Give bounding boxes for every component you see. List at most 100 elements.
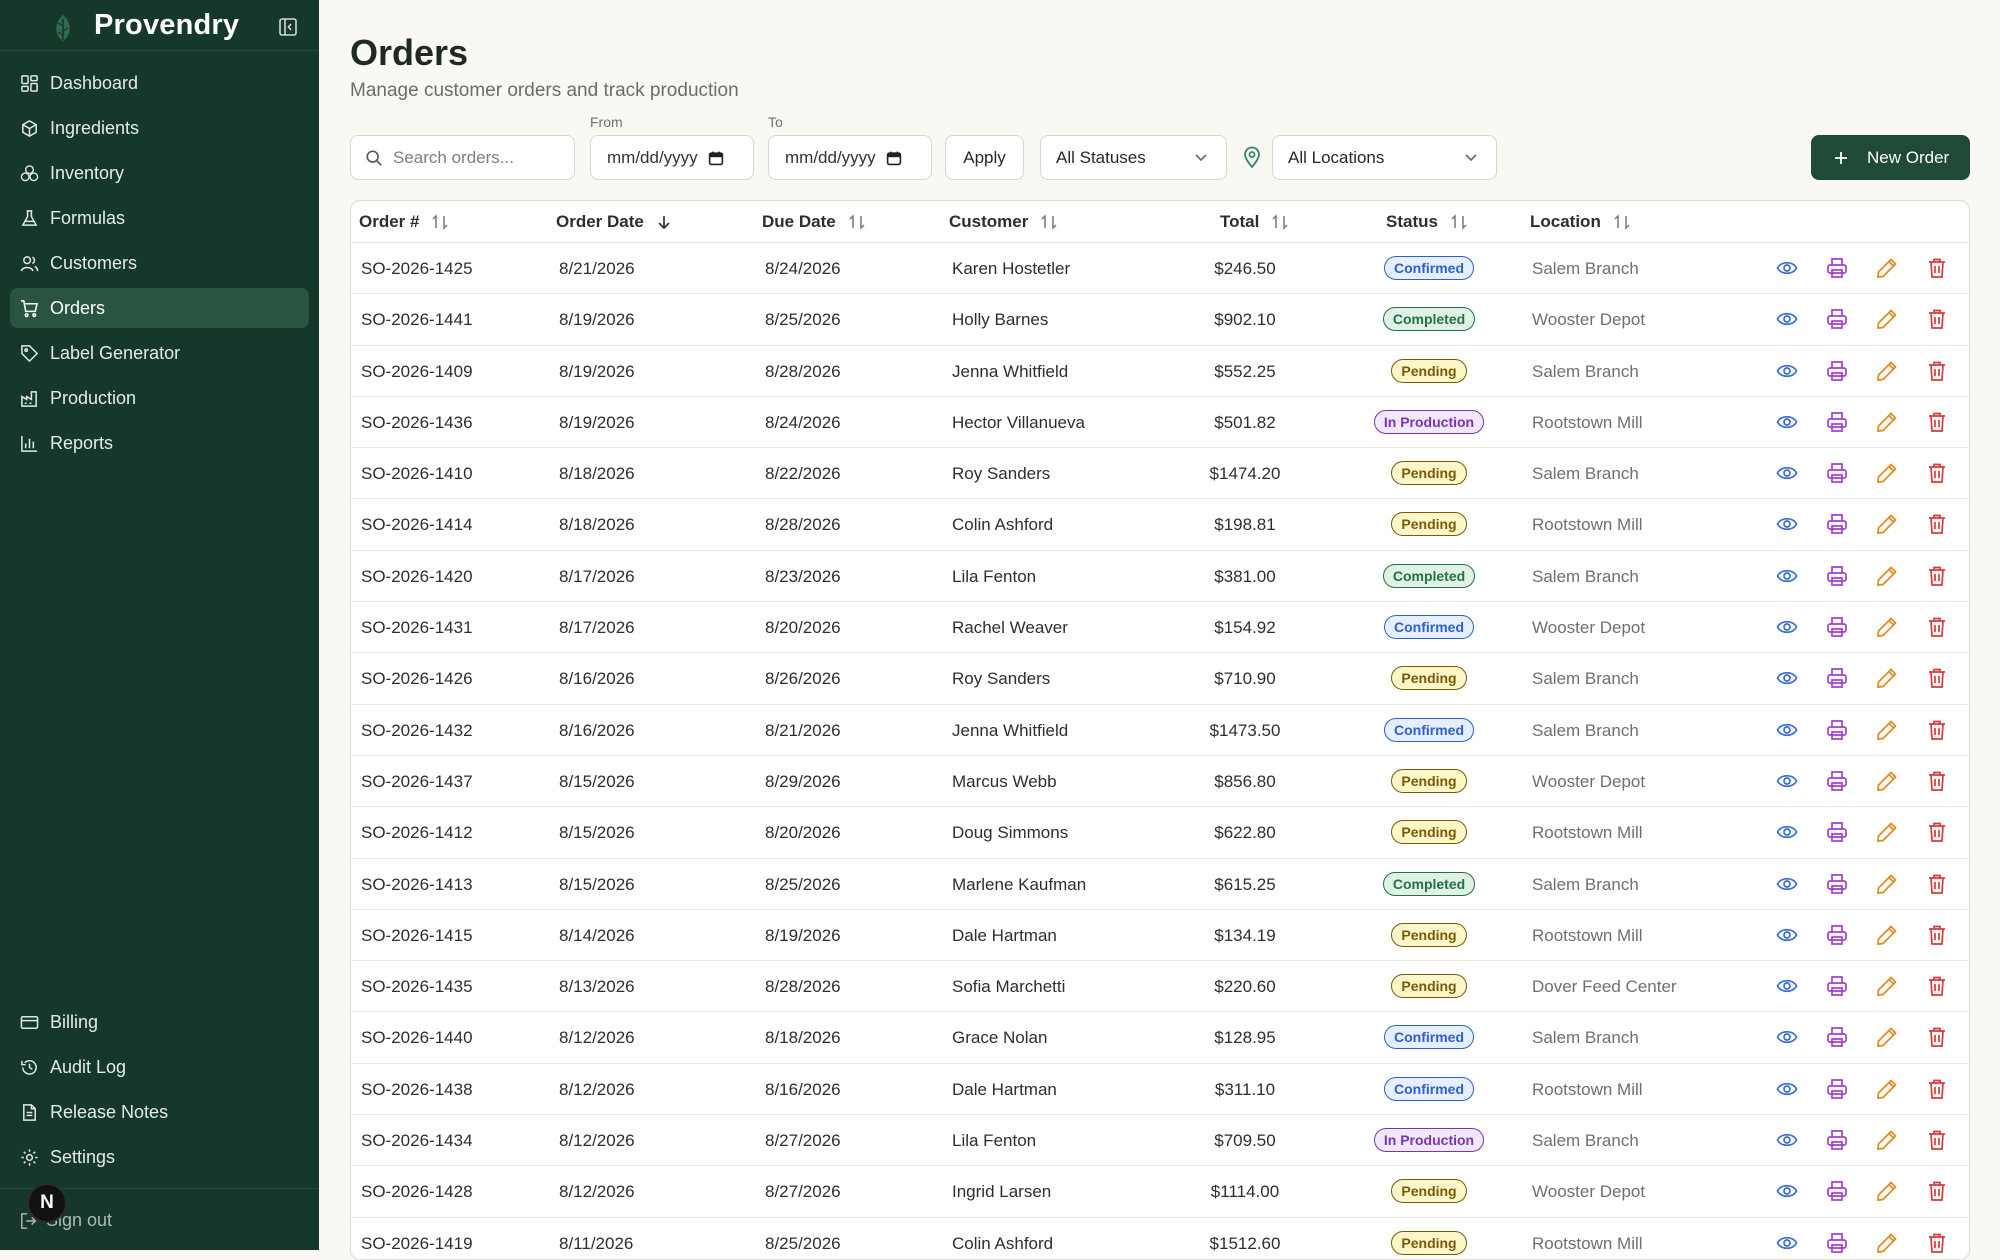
order-number[interactable]: SO-2026-1441	[361, 310, 473, 330]
order-number[interactable]: SO-2026-1435	[361, 977, 473, 997]
view-icon[interactable]	[1776, 873, 1798, 895]
table-row[interactable]: SO-2026-1413 8/15/2026 8/25/2026 Marlene…	[351, 859, 1969, 910]
delete-icon[interactable]	[1926, 1078, 1948, 1100]
edit-icon[interactable]	[1876, 308, 1898, 330]
print-icon[interactable]	[1826, 1129, 1848, 1151]
view-icon[interactable]	[1776, 719, 1798, 741]
order-number[interactable]: SO-2026-1438	[361, 1079, 473, 1099]
delete-icon[interactable]	[1926, 770, 1948, 792]
delete-icon[interactable]	[1926, 616, 1948, 638]
table-row[interactable]: SO-2026-1412 8/15/2026 8/20/2026 Doug Si…	[351, 807, 1969, 859]
print-icon[interactable]	[1826, 1026, 1848, 1048]
table-row[interactable]: SO-2026-1441 8/19/2026 8/25/2026 Holly B…	[351, 294, 1969, 346]
sort-desc-icon[interactable]	[656, 214, 672, 230]
edit-icon[interactable]	[1876, 462, 1898, 484]
order-number[interactable]: SO-2026-1415	[361, 925, 473, 945]
avatar[interactable]: N	[27, 1183, 67, 1223]
print-icon[interactable]	[1826, 770, 1848, 792]
sort-icon[interactable]	[1613, 214, 1631, 230]
table-row[interactable]: SO-2026-1434 8/12/2026 8/27/2026 Lila Fe…	[351, 1115, 1969, 1167]
delete-icon[interactable]	[1926, 360, 1948, 382]
edit-icon[interactable]	[1876, 411, 1898, 433]
order-number[interactable]: SO-2026-1426	[361, 669, 473, 689]
view-icon[interactable]	[1776, 975, 1798, 997]
edit-icon[interactable]	[1876, 873, 1898, 895]
view-icon[interactable]	[1776, 770, 1798, 792]
print-icon[interactable]	[1826, 821, 1848, 843]
order-number[interactable]: SO-2026-1428	[361, 1182, 473, 1202]
sidebar-item-orders[interactable]: Orders	[10, 288, 309, 328]
delete-icon[interactable]	[1926, 257, 1948, 279]
order-number[interactable]: SO-2026-1410	[361, 464, 473, 484]
sidebar-item-dashboard[interactable]: Dashboard	[10, 63, 309, 103]
table-row[interactable]: SO-2026-1426 8/16/2026 8/26/2026 Roy San…	[351, 653, 1969, 705]
print-icon[interactable]	[1826, 565, 1848, 587]
edit-icon[interactable]	[1876, 821, 1898, 843]
order-number[interactable]: SO-2026-1414	[361, 515, 473, 535]
sort-icon[interactable]	[848, 214, 866, 230]
edit-icon[interactable]	[1876, 257, 1898, 279]
from-date-input[interactable]: mm/dd/yyyy	[590, 135, 754, 180]
location-select[interactable]: All Locations	[1272, 135, 1497, 180]
search-box[interactable]	[350, 135, 575, 180]
print-icon[interactable]	[1826, 719, 1848, 741]
edit-icon[interactable]	[1876, 975, 1898, 997]
table-row[interactable]: SO-2026-1410 8/18/2026 8/22/2026 Roy San…	[351, 448, 1969, 500]
table-row[interactable]: SO-2026-1440 8/12/2026 8/18/2026 Grace N…	[351, 1012, 1969, 1064]
col-location[interactable]: Location	[1530, 212, 1631, 232]
order-number[interactable]: SO-2026-1412	[361, 823, 473, 843]
sort-icon[interactable]	[1040, 214, 1058, 230]
view-icon[interactable]	[1776, 308, 1798, 330]
sort-icon[interactable]	[431, 214, 449, 230]
print-icon[interactable]	[1826, 924, 1848, 946]
search-input[interactable]	[393, 147, 563, 168]
table-row[interactable]: SO-2026-1419 8/11/2026 8/25/2026 Colin A…	[351, 1218, 1969, 1259]
edit-icon[interactable]	[1876, 1026, 1898, 1048]
col-customer[interactable]: Customer	[949, 212, 1058, 232]
sidebar-item-customers[interactable]: Customers	[10, 243, 309, 283]
edit-icon[interactable]	[1876, 770, 1898, 792]
order-number[interactable]: SO-2026-1437	[361, 771, 473, 791]
view-icon[interactable]	[1776, 565, 1798, 587]
edit-icon[interactable]	[1876, 513, 1898, 535]
new-order-button[interactable]: New Order	[1811, 135, 1970, 180]
apply-button[interactable]: Apply	[945, 135, 1024, 180]
table-row[interactable]: SO-2026-1438 8/12/2026 8/16/2026 Dale Ha…	[351, 1064, 1969, 1116]
table-row[interactable]: SO-2026-1425 8/21/2026 8/24/2026 Karen H…	[351, 243, 1969, 295]
view-icon[interactable]	[1776, 1129, 1798, 1151]
sidebar-item-reports[interactable]: Reports	[10, 423, 309, 463]
order-number[interactable]: SO-2026-1420	[361, 566, 473, 586]
delete-icon[interactable]	[1926, 411, 1948, 433]
delete-icon[interactable]	[1926, 1180, 1948, 1202]
delete-icon[interactable]	[1926, 513, 1948, 535]
edit-icon[interactable]	[1876, 667, 1898, 689]
col-order-number[interactable]: Order #	[359, 212, 449, 232]
edit-icon[interactable]	[1876, 924, 1898, 946]
print-icon[interactable]	[1826, 360, 1848, 382]
delete-icon[interactable]	[1926, 924, 1948, 946]
sidebar-item-release-notes[interactable]: Release Notes	[10, 1092, 309, 1132]
delete-icon[interactable]	[1926, 873, 1948, 895]
table-row[interactable]: SO-2026-1431 8/17/2026 8/20/2026 Rachel …	[351, 602, 1969, 654]
order-number[interactable]: SO-2026-1419	[361, 1233, 473, 1253]
view-icon[interactable]	[1776, 1026, 1798, 1048]
view-icon[interactable]	[1776, 411, 1798, 433]
print-icon[interactable]	[1826, 462, 1848, 484]
col-order-date[interactable]: Order Date	[556, 212, 672, 232]
view-icon[interactable]	[1776, 257, 1798, 279]
delete-icon[interactable]	[1926, 1026, 1948, 1048]
delete-icon[interactable]	[1926, 821, 1948, 843]
table-row[interactable]: SO-2026-1409 8/19/2026 8/28/2026 Jenna W…	[351, 346, 1969, 397]
print-icon[interactable]	[1826, 873, 1848, 895]
col-total[interactable]: Total	[1220, 212, 1289, 232]
edit-icon[interactable]	[1876, 565, 1898, 587]
view-icon[interactable]	[1776, 1232, 1798, 1254]
table-row[interactable]: SO-2026-1437 8/15/2026 8/29/2026 Marcus …	[351, 756, 1969, 808]
print-icon[interactable]	[1826, 616, 1848, 638]
delete-icon[interactable]	[1926, 462, 1948, 484]
view-icon[interactable]	[1776, 821, 1798, 843]
view-icon[interactable]	[1776, 667, 1798, 689]
print-icon[interactable]	[1826, 1180, 1848, 1202]
print-icon[interactable]	[1826, 667, 1848, 689]
sidebar-item-billing[interactable]: Billing	[10, 1002, 309, 1042]
